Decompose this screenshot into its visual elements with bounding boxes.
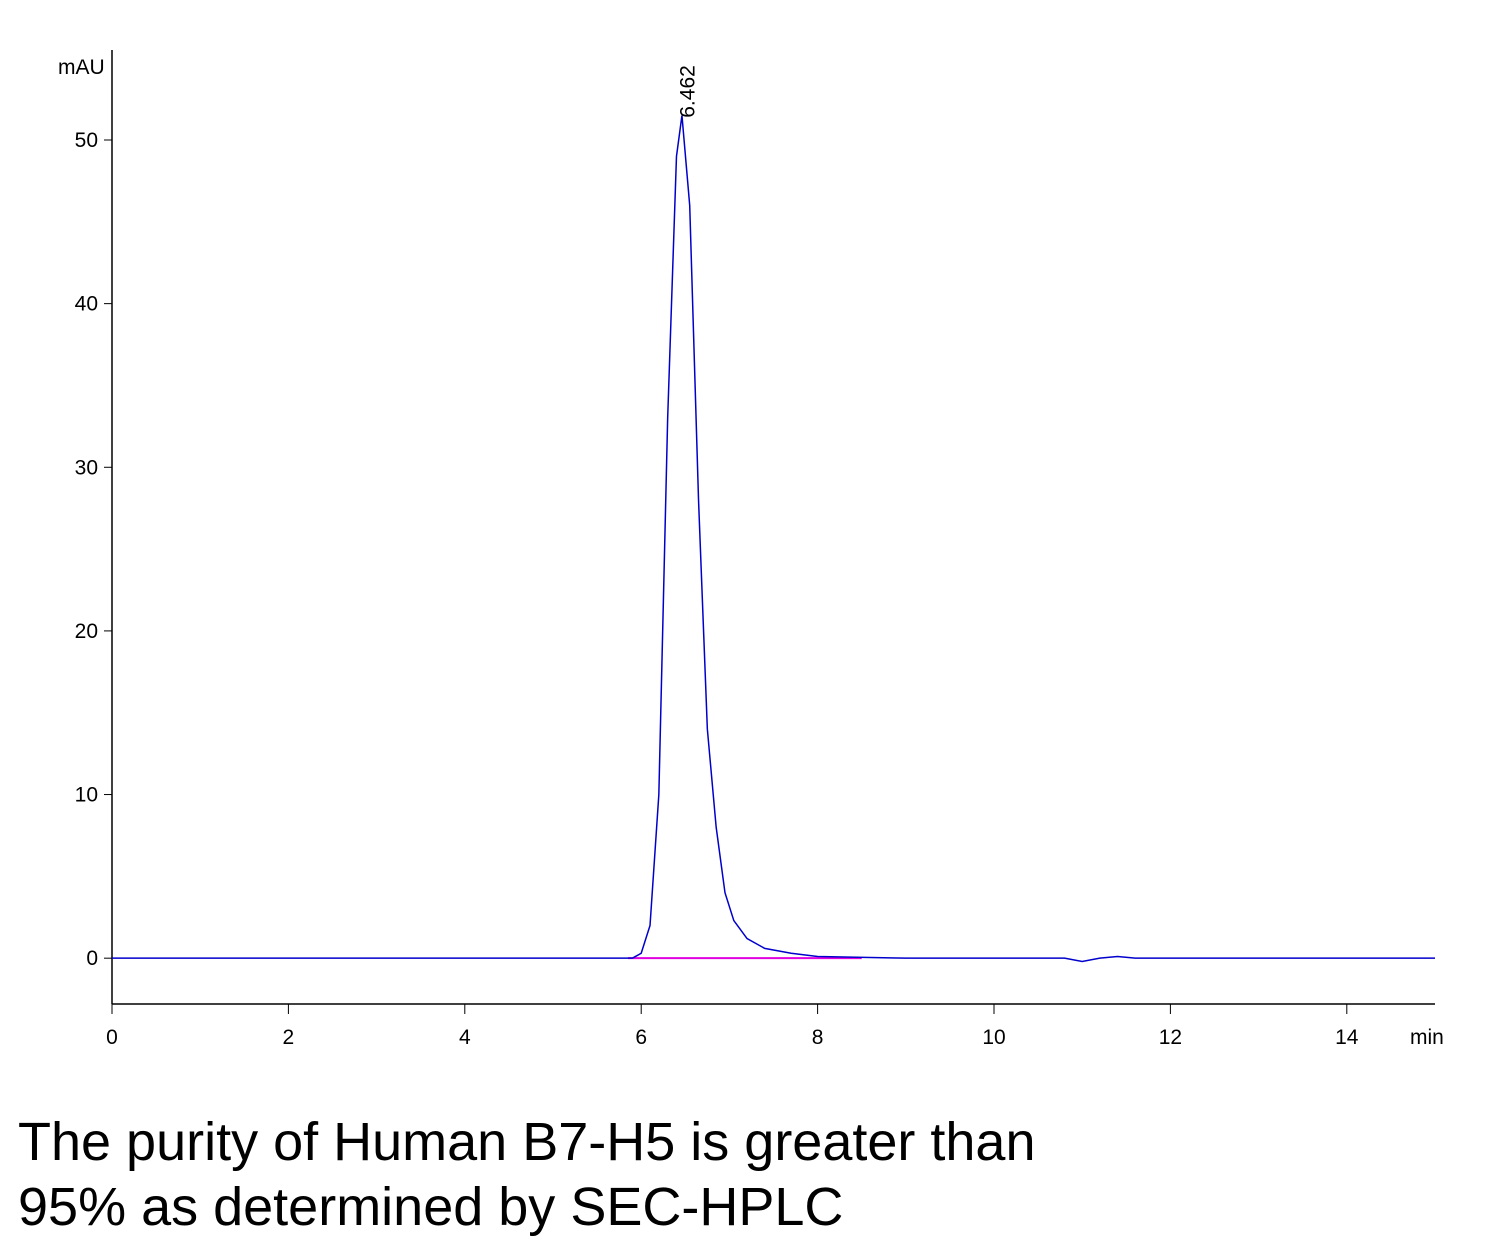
y-tick-label: 50 [75,129,98,152]
x-tick-label: 0 [106,1026,118,1049]
y-tick-label: 40 [75,293,98,316]
y-axis-label: mAU [58,56,105,79]
y-tick-label: 0 [86,947,98,970]
y-tick-label: 20 [75,620,98,643]
caption-line: The purity of Human B7-H5 is greater tha… [18,1112,1035,1172]
x-tick-label: 2 [283,1026,295,1049]
peak-label: 6.462 [676,65,699,118]
x-tick-label: 6 [635,1026,647,1049]
trace [112,115,1435,963]
caption-line: 95% as determined by SEC-HPLC [18,1177,843,1237]
y-tick-label: 10 [75,784,98,807]
x-axis-label: min [1410,1026,1444,1049]
x-tick-label: 12 [1159,1026,1182,1049]
x-tick-label: 10 [982,1026,1005,1049]
x-tick-label: 8 [812,1026,824,1049]
x-tick-label: 14 [1335,1026,1359,1049]
x-tick-label: 4 [459,1026,471,1049]
y-tick-label: 30 [75,456,98,479]
